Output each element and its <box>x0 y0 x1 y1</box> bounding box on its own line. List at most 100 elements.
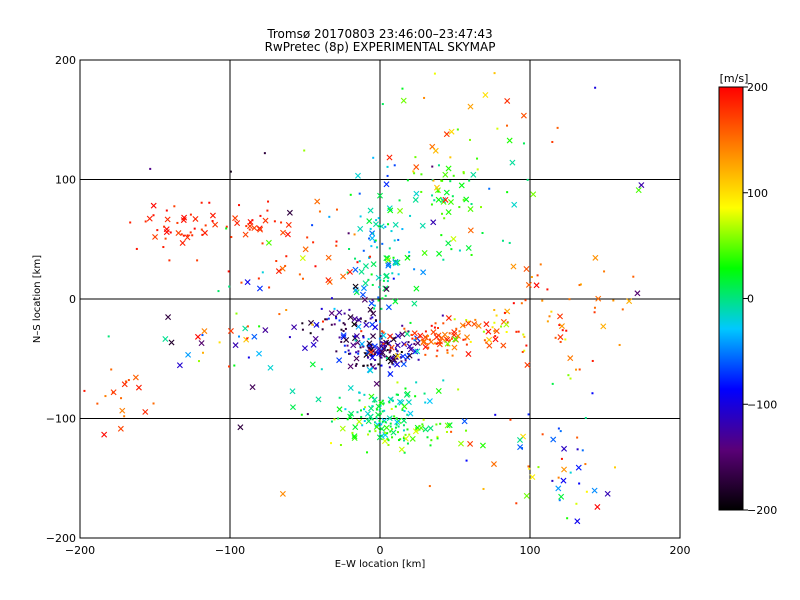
data-point-dot <box>377 296 380 299</box>
data-point-cross <box>430 329 437 336</box>
data-point-cross <box>142 408 149 415</box>
data-point-dot <box>324 318 327 321</box>
data-point-dot <box>420 190 423 193</box>
data-point-dot <box>303 149 306 152</box>
data-point-dot <box>426 436 429 439</box>
data-point-dot <box>376 351 379 354</box>
data-point-cross <box>309 361 316 368</box>
data-point-dot <box>483 339 486 342</box>
data-point-dot <box>396 381 399 384</box>
data-point-cross <box>361 296 368 303</box>
colorbar-ticks: 200 100 0 −100 −200 <box>743 81 777 517</box>
data-point-dot <box>382 279 385 282</box>
data-point-dot <box>396 431 399 434</box>
data-point-dot <box>401 87 404 90</box>
data-point-cross <box>385 355 392 362</box>
data-point-dot <box>357 350 360 353</box>
data-point-dot <box>523 335 526 338</box>
data-point-dot <box>474 318 477 321</box>
data-point-dot <box>390 230 393 233</box>
data-point-cross <box>403 391 410 398</box>
data-point-dot <box>163 225 166 228</box>
data-point-cross <box>256 285 263 292</box>
data-point-dot <box>410 333 413 336</box>
data-point-dot <box>311 323 314 326</box>
data-point-dot <box>349 193 352 196</box>
data-point-dot <box>413 172 416 175</box>
data-point-dot <box>364 406 367 409</box>
data-point-dot <box>436 435 439 438</box>
data-point-dot <box>364 352 367 355</box>
data-point-dot <box>387 439 390 442</box>
data-point-dot <box>451 354 454 357</box>
data-point-dot <box>165 209 168 212</box>
data-point-dot <box>393 239 396 242</box>
data-point-dot <box>359 409 362 412</box>
data-point-dot <box>476 168 479 171</box>
data-point-dot <box>440 234 443 237</box>
data-point-cross <box>328 310 335 317</box>
data-point-dot <box>374 304 377 307</box>
y-tick-label: 200 <box>55 54 76 67</box>
data-point-cross <box>367 207 374 214</box>
data-point-dot <box>512 302 515 305</box>
data-point-dot <box>238 335 241 338</box>
data-point-cross <box>262 217 269 224</box>
data-point-dot <box>470 253 473 256</box>
data-point-dot <box>340 328 343 331</box>
data-point-dot <box>556 126 559 129</box>
data-point-dot <box>584 416 587 419</box>
data-point-cross <box>406 343 413 350</box>
data-point-dot <box>240 281 243 284</box>
data-point-cross <box>500 342 507 349</box>
data-point-dot <box>353 233 356 236</box>
data-point-cross <box>378 399 385 406</box>
data-point-dot <box>401 228 404 231</box>
data-point-dot <box>388 247 391 250</box>
data-point-cross <box>560 477 567 484</box>
data-point-cross <box>251 225 258 232</box>
data-point-dot <box>83 389 86 392</box>
data-point-cross <box>121 381 128 388</box>
data-point-dot <box>335 317 338 320</box>
data-point-dot <box>225 225 228 228</box>
data-point-cross <box>419 222 426 229</box>
data-point-cross <box>504 97 511 104</box>
data-point-dot <box>330 442 333 445</box>
data-point-dot <box>338 319 341 322</box>
data-point-cross <box>465 320 472 327</box>
data-point-dot <box>344 351 347 354</box>
data-point-dot <box>541 299 544 302</box>
data-point-dot <box>375 417 378 420</box>
data-point-dot <box>379 354 382 357</box>
data-point-cross <box>244 279 251 286</box>
data-point-dot <box>430 324 433 327</box>
data-point-cross <box>376 434 383 441</box>
data-point-dot <box>389 425 392 428</box>
data-point-dot <box>564 338 567 341</box>
data-point-cross <box>232 215 239 222</box>
data-point-dot <box>375 219 378 222</box>
data-point-dot <box>415 427 418 430</box>
data-point-cross <box>529 474 536 481</box>
data-point-dot <box>576 436 579 439</box>
data-point-dot <box>380 364 383 367</box>
data-point-dot <box>358 399 361 402</box>
data-point-dot <box>374 239 377 242</box>
data-point-dot <box>330 297 333 300</box>
data-point-dot <box>355 351 358 354</box>
data-point-cross <box>387 370 394 377</box>
data-point-dot <box>344 327 347 330</box>
data-point-dot <box>381 347 384 350</box>
data-point-cross <box>370 261 377 268</box>
data-point-dot <box>488 187 491 190</box>
data-point-dot <box>585 490 588 493</box>
data-point-dot <box>398 199 401 202</box>
data-point-cross <box>459 322 466 329</box>
data-point-dot <box>248 228 251 231</box>
data-point-cross <box>414 340 421 347</box>
data-point-cross <box>310 341 317 348</box>
data-point-cross <box>373 423 380 430</box>
data-point-dot <box>393 337 396 340</box>
colorbar-label: [m/s] <box>720 72 749 85</box>
